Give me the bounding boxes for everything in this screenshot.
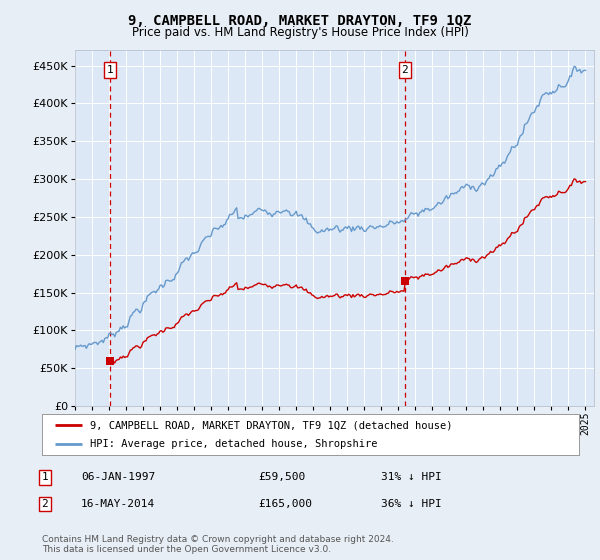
Text: 1: 1 (106, 65, 113, 75)
Text: 2: 2 (41, 499, 49, 509)
Text: 1: 1 (41, 472, 49, 482)
Text: £165,000: £165,000 (258, 499, 312, 509)
Text: £59,500: £59,500 (258, 472, 305, 482)
Text: 31% ↓ HPI: 31% ↓ HPI (381, 472, 442, 482)
Text: Price paid vs. HM Land Registry's House Price Index (HPI): Price paid vs. HM Land Registry's House … (131, 26, 469, 39)
Text: 9, CAMPBELL ROAD, MARKET DRAYTON, TF9 1QZ: 9, CAMPBELL ROAD, MARKET DRAYTON, TF9 1Q… (128, 14, 472, 28)
Text: Contains HM Land Registry data © Crown copyright and database right 2024.
This d: Contains HM Land Registry data © Crown c… (42, 535, 394, 554)
Text: HPI: Average price, detached house, Shropshire: HPI: Average price, detached house, Shro… (91, 439, 378, 449)
Text: 36% ↓ HPI: 36% ↓ HPI (381, 499, 442, 509)
Text: 16-MAY-2014: 16-MAY-2014 (81, 499, 155, 509)
Text: 2: 2 (401, 65, 408, 75)
Text: 06-JAN-1997: 06-JAN-1997 (81, 472, 155, 482)
Text: 9, CAMPBELL ROAD, MARKET DRAYTON, TF9 1QZ (detached house): 9, CAMPBELL ROAD, MARKET DRAYTON, TF9 1Q… (91, 421, 453, 430)
